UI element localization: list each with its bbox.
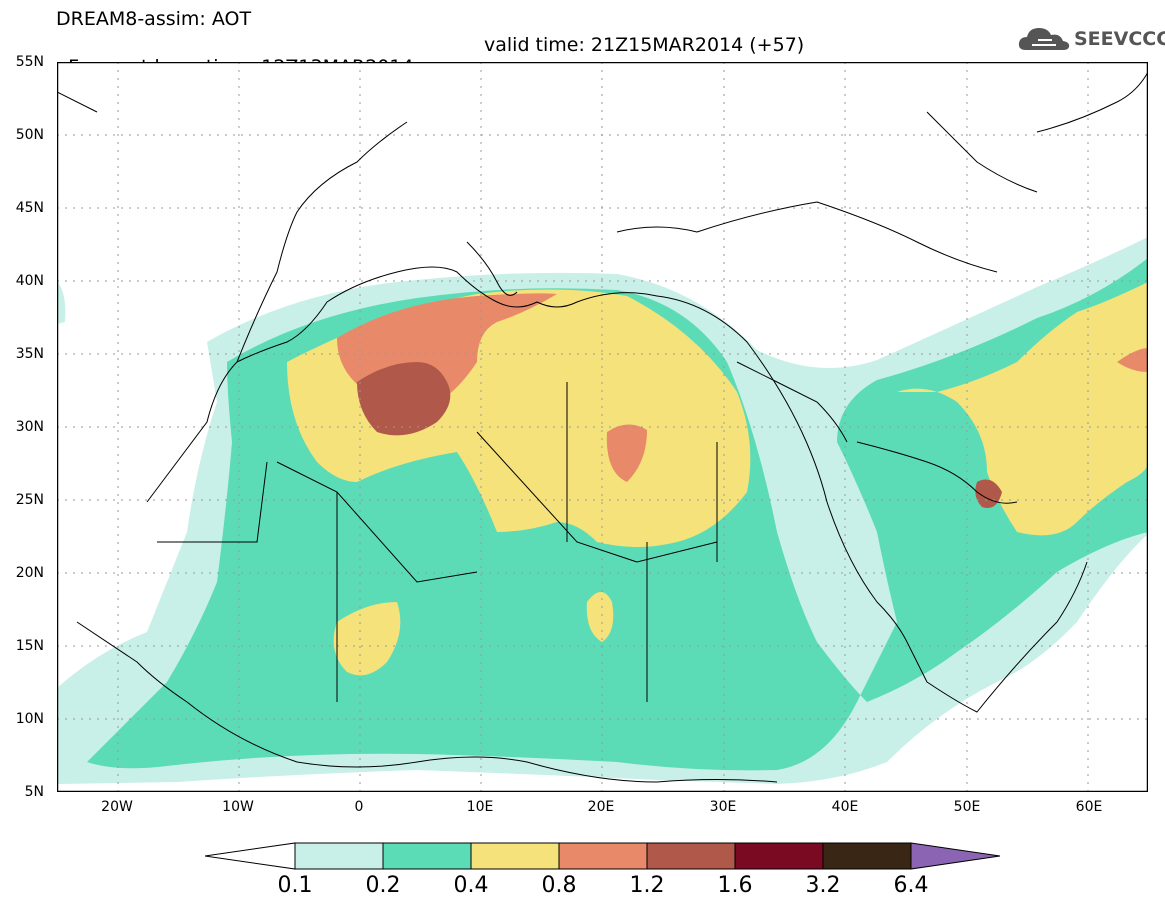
lat-label-15n: 15N bbox=[15, 638, 44, 654]
coastlines bbox=[57, 71, 1148, 783]
lat-label-25n: 25N bbox=[15, 492, 44, 508]
colorbar-swatch bbox=[646, 842, 736, 870]
colorbar-swatch bbox=[558, 842, 648, 870]
lon-label-50e: 50E bbox=[953, 799, 981, 815]
lat-label-55n: 55N bbox=[15, 54, 44, 70]
colorbar-label: 3.2 bbox=[805, 873, 841, 898]
lon-label-20w: 20W bbox=[101, 799, 133, 815]
aot-level-0-4 bbox=[333, 602, 401, 676]
lat-label-35n: 35N bbox=[15, 346, 44, 362]
colorbar bbox=[205, 842, 1000, 870]
colorbar-swatch bbox=[470, 842, 560, 870]
lat-label-30n: 30N bbox=[15, 419, 44, 435]
seevccc-logo: SEEVCCC bbox=[1016, 22, 1165, 56]
lat-label-50n: 50N bbox=[15, 127, 44, 143]
aot-level-0-4 bbox=[586, 592, 614, 642]
aot-level-0-8 bbox=[1117, 348, 1148, 372]
lon-label-60e: 60E bbox=[1075, 799, 1103, 815]
colorbar-label: 0.2 bbox=[365, 873, 401, 898]
aot-level-0-8 bbox=[606, 424, 647, 482]
logo-text: SEEVCCC bbox=[1074, 28, 1165, 50]
colorbar-label: 0.1 bbox=[277, 873, 313, 898]
colorbar-swatch bbox=[294, 842, 384, 870]
lon-label-20e: 20E bbox=[587, 799, 615, 815]
colorbar-label: 0.4 bbox=[453, 873, 489, 898]
aot-level-0-1 bbox=[57, 282, 66, 324]
colorbar-label: 1.2 bbox=[629, 873, 665, 898]
aot-level-1-2 bbox=[357, 362, 451, 436]
colorbar-under-arrow bbox=[205, 842, 296, 870]
valid-time-label: valid time: 21Z15MAR2014 (+57) bbox=[484, 34, 805, 56]
colorbar-swatch bbox=[734, 842, 824, 870]
colorbar-over-arrow bbox=[910, 842, 1000, 870]
lat-label-40n: 40N bbox=[15, 273, 44, 289]
aot-level-1-2 bbox=[975, 479, 1002, 508]
lon-label-40e: 40E bbox=[831, 799, 859, 815]
map-frame bbox=[57, 62, 1148, 792]
product-title: DREAM8-assim: AOT bbox=[56, 8, 252, 30]
colorbar-swatch bbox=[382, 842, 472, 870]
lon-label-10w: 10W bbox=[222, 799, 254, 815]
lon-label-30e: 30E bbox=[709, 799, 737, 815]
lat-label-5n: 5N bbox=[24, 784, 44, 800]
aot-level-0-4 bbox=[897, 282, 1148, 536]
lon-label-10e: 10E bbox=[466, 799, 494, 815]
colorbar-label: 0.8 bbox=[541, 873, 577, 898]
lat-label-45n: 45N bbox=[15, 200, 44, 216]
aot-map bbox=[57, 62, 1148, 792]
colorbar-swatch bbox=[822, 842, 912, 870]
colorbar-label: 6.4 bbox=[893, 873, 929, 898]
lon-label-0: 0 bbox=[354, 799, 364, 815]
lat-label-20n: 20N bbox=[15, 565, 44, 581]
colorbar-label: 1.6 bbox=[717, 873, 753, 898]
lat-label-10n: 10N bbox=[15, 711, 44, 727]
graticule bbox=[57, 62, 1148, 792]
cloud-icon bbox=[1018, 28, 1070, 50]
